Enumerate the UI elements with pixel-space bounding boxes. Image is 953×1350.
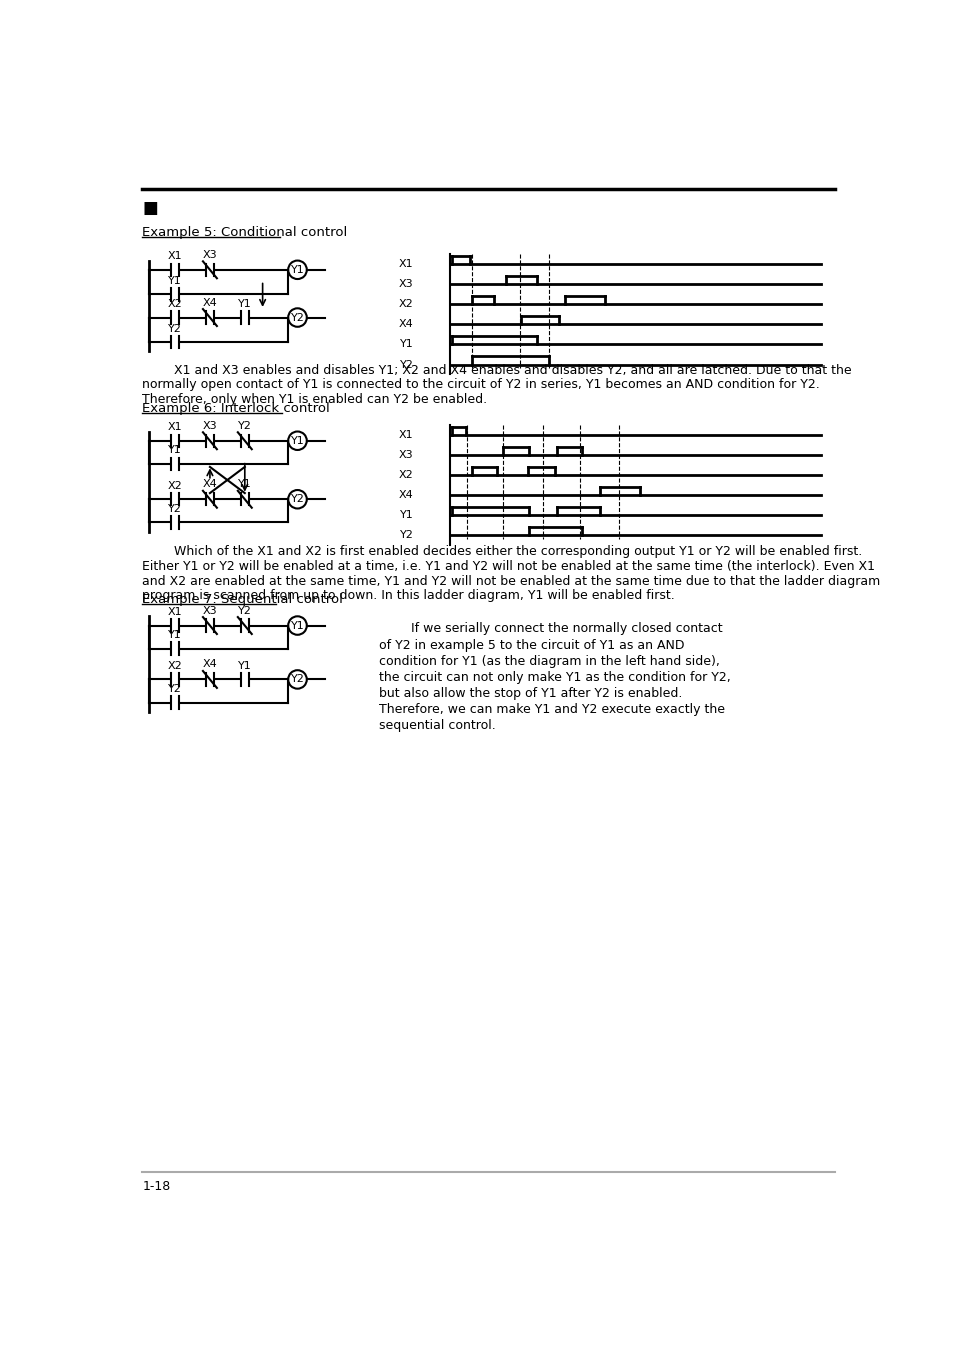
Text: X4: X4	[202, 297, 217, 308]
Text: Y2: Y2	[399, 359, 414, 370]
Text: X1: X1	[168, 251, 182, 262]
Text: Y1: Y1	[399, 339, 414, 350]
Text: Which of the X1 and X2 is first enabled decides either the corresponding output : Which of the X1 and X2 is first enabled …	[142, 545, 862, 559]
Text: condition for Y1 (as the diagram in the left hand side),: condition for Y1 (as the diagram in the …	[378, 655, 719, 668]
Text: If we serially connect the normally closed contact: If we serially connect the normally clos…	[378, 622, 721, 636]
Text: X4: X4	[202, 479, 217, 489]
Text: Y1: Y1	[237, 300, 252, 309]
Text: Y1: Y1	[168, 275, 182, 286]
Text: X1: X1	[168, 423, 182, 432]
Text: but also allow the stop of Y1 after Y2 is enabled.: but also allow the stop of Y1 after Y2 i…	[378, 687, 681, 701]
Text: X2: X2	[398, 300, 414, 309]
Text: Y1: Y1	[291, 436, 304, 446]
Text: X3: X3	[398, 279, 414, 289]
Text: normally open contact of Y1 is connected to the circuit of Y2 in series, Y1 beco: normally open contact of Y1 is connected…	[142, 378, 820, 392]
Text: X2: X2	[168, 481, 182, 491]
Text: X1: X1	[168, 608, 182, 617]
Text: and X2 are enabled at the same time, Y1 and Y2 will not be enabled at the same t: and X2 are enabled at the same time, Y1 …	[142, 575, 880, 587]
Text: Either Y1 or Y2 will be enabled at a time, i.e. Y1 and Y2 will not be enabled at: Either Y1 or Y2 will be enabled at a tim…	[142, 560, 875, 574]
Text: Y2: Y2	[168, 324, 182, 333]
Text: X1: X1	[398, 259, 414, 270]
Text: Example 6: Interlock control: Example 6: Interlock control	[142, 402, 330, 414]
Text: X4: X4	[398, 320, 414, 329]
Text: Y1: Y1	[399, 510, 414, 521]
Text: Y1: Y1	[237, 662, 252, 671]
Text: ■: ■	[142, 200, 158, 217]
Text: Y1: Y1	[237, 479, 252, 489]
Text: of Y2 in example 5 to the circuit of Y1 as an AND: of Y2 in example 5 to the circuit of Y1 …	[378, 639, 683, 652]
Text: X3: X3	[202, 606, 217, 616]
Text: Therefore, only when Y1 is enabled can Y2 be enabled.: Therefore, only when Y1 is enabled can Y…	[142, 393, 487, 406]
Text: sequential control.: sequential control.	[378, 720, 496, 733]
Text: X1: X1	[398, 431, 414, 440]
Text: Y2: Y2	[291, 313, 304, 323]
Text: Y1: Y1	[291, 265, 304, 275]
Text: Example 7: Sequential control: Example 7: Sequential control	[142, 593, 343, 606]
Text: X2: X2	[398, 470, 414, 481]
Text: Y1: Y1	[168, 630, 182, 640]
Text: Y2: Y2	[399, 531, 414, 540]
Text: Y2: Y2	[168, 504, 182, 514]
Text: Y1: Y1	[168, 446, 182, 455]
Text: Y2: Y2	[291, 494, 304, 505]
Text: X3: X3	[202, 250, 217, 259]
Text: Y2: Y2	[237, 606, 252, 616]
Text: Y2: Y2	[291, 675, 304, 684]
Text: the circuit can not only make Y1 as the condition for Y2,: the circuit can not only make Y1 as the …	[378, 671, 730, 684]
Text: Therefore, we can make Y1 and Y2 execute exactly the: Therefore, we can make Y1 and Y2 execute…	[378, 703, 724, 717]
Text: X1 and X3 enables and disables Y1; X2 and X4 enables and disables Y2, and all ar: X1 and X3 enables and disables Y1; X2 an…	[142, 363, 851, 377]
Text: 1-18: 1-18	[142, 1180, 171, 1192]
Text: Example 5: Conditional control: Example 5: Conditional control	[142, 227, 348, 239]
Text: X3: X3	[202, 421, 217, 431]
Text: X2: X2	[168, 662, 182, 671]
Text: X3: X3	[398, 451, 414, 460]
Text: X4: X4	[398, 490, 414, 501]
Text: Y1: Y1	[291, 621, 304, 630]
Text: program is scanned from up to down. In this ladder diagram, Y1 will be enabled f: program is scanned from up to down. In t…	[142, 590, 675, 602]
Text: X4: X4	[202, 659, 217, 670]
Text: Y2: Y2	[168, 684, 182, 694]
Text: Y2: Y2	[237, 421, 252, 431]
Text: X2: X2	[168, 300, 182, 309]
